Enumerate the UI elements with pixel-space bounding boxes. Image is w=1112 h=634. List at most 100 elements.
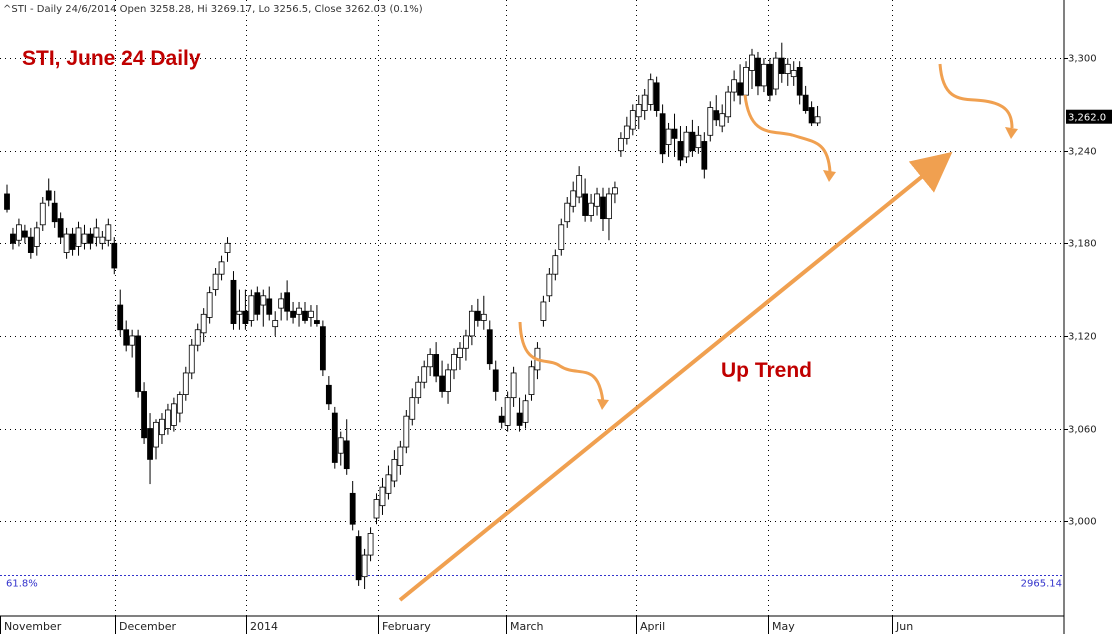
- y-tick-label: 3,300: [1068, 54, 1097, 65]
- candle-body: [504, 397, 511, 426]
- candle-body: [641, 94, 648, 111]
- candle-body: [206, 292, 213, 318]
- candle-body: [111, 242, 118, 269]
- y-axis-ticks: 3,000 3,060 3,120 3,180 3,240 3,300: [1064, 54, 1097, 528]
- candle-body: [45, 190, 52, 201]
- x-month-label: March: [510, 620, 544, 633]
- chart-header: ^STI - Daily 24/6/2014 Open 3258.28, Hi …: [3, 4, 423, 15]
- candle: [302, 301, 308, 324]
- candle-body: [212, 273, 219, 291]
- candle-body: [349, 492, 356, 525]
- candle: [165, 403, 171, 435]
- candle: [600, 187, 606, 231]
- candle-body: [27, 236, 34, 253]
- candle-body: [719, 113, 726, 127]
- candle-body: [498, 415, 505, 423]
- y-tick-label: 3,240: [1068, 147, 1097, 158]
- candle: [570, 181, 577, 213]
- pullback-arrow-jun: [938, 63, 1014, 129]
- candle: [594, 187, 600, 216]
- candle-body: [772, 57, 779, 90]
- candle-body: [153, 421, 159, 448]
- candle-body: [284, 292, 291, 312]
- candle-body: [766, 63, 773, 96]
- candle: [242, 289, 249, 330]
- candle-body: [451, 354, 457, 371]
- candle-body: [552, 255, 559, 275]
- candle: [802, 85, 809, 114]
- candle: [540, 295, 547, 327]
- candle: [260, 289, 267, 327]
- candle: [719, 104, 726, 133]
- candle-body: [612, 187, 618, 195]
- candle-body: [117, 304, 124, 331]
- candle-body: [761, 63, 767, 87]
- candle: [766, 58, 773, 102]
- candle-body: [224, 242, 231, 253]
- candle-body: [403, 415, 410, 448]
- candle-body: [188, 344, 195, 374]
- candle: [492, 360, 499, 401]
- pullback-arrow-march: [518, 321, 605, 403]
- candle: [4, 184, 10, 213]
- candle-body: [463, 335, 469, 349]
- last-price-label: 3,262.0: [1068, 113, 1106, 124]
- candle: [761, 58, 767, 93]
- candle: [325, 376, 332, 410]
- chart-title: STI, June 24 Daily: [22, 47, 201, 70]
- candle-body: [367, 533, 374, 556]
- pullback-arrow-may: [743, 94, 832, 173]
- candle-body: [468, 310, 475, 337]
- candle-body: [147, 428, 153, 460]
- candle: [284, 280, 291, 321]
- candle-body: [343, 440, 350, 470]
- candle-body: [671, 128, 678, 139]
- candle-body: [4, 193, 10, 210]
- candle-body: [10, 233, 16, 244]
- candle-body: [421, 366, 428, 383]
- candle: [331, 406, 338, 469]
- x-month-label: November: [4, 620, 62, 633]
- candle: [552, 249, 559, 281]
- candle: [498, 406, 505, 429]
- candle: [361, 548, 368, 590]
- candle-body: [397, 446, 404, 466]
- x-month-label: Jun: [895, 620, 913, 633]
- candle: [385, 465, 392, 500]
- candle: [635, 95, 642, 130]
- candle: [731, 70, 738, 102]
- candle: [21, 224, 28, 244]
- fib-level-value: 2965.14: [1021, 579, 1062, 590]
- candle-body: [33, 227, 40, 247]
- candle: [308, 305, 314, 327]
- candle: [558, 218, 565, 256]
- candle-body: [731, 79, 738, 93]
- candle: [379, 477, 386, 515]
- candle: [707, 101, 714, 142]
- candle-body: [564, 202, 571, 223]
- candle-body: [99, 236, 106, 244]
- candle-body: [409, 397, 416, 420]
- candle: [677, 126, 684, 167]
- candle-body: [123, 329, 130, 346]
- candle: [266, 286, 273, 321]
- candle-body: [635, 104, 642, 118]
- candle-body: [528, 366, 535, 395]
- candle: [725, 85, 732, 123]
- candle-body: [790, 70, 797, 78]
- candle-body: [105, 224, 112, 241]
- candle: [755, 51, 761, 96]
- candle-body: [474, 310, 481, 321]
- candle-body: [385, 474, 392, 494]
- candle: [147, 413, 153, 485]
- candle: [653, 76, 660, 117]
- candle: [99, 230, 106, 250]
- candle: [57, 212, 64, 244]
- candle-body: [57, 218, 64, 238]
- candle-body: [194, 329, 201, 346]
- candle-body: [236, 310, 243, 315]
- candle: [355, 530, 362, 586]
- candle-body: [51, 202, 58, 223]
